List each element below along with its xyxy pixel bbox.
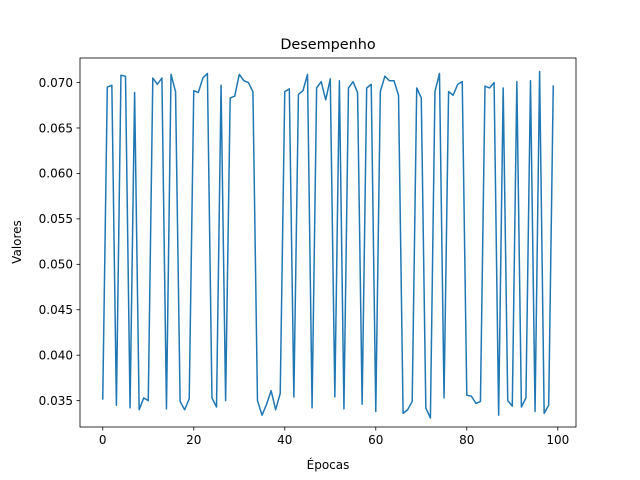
series-line-0 <box>101 70 555 419</box>
x-axis-label: Épocas <box>307 457 350 472</box>
y-tick-label: 0.050 <box>39 258 73 272</box>
y-tick-label: 0.055 <box>39 212 73 226</box>
y-tick-label: 0.060 <box>39 167 73 181</box>
x-tick-label: 0 <box>99 433 107 447</box>
y-tick-label: 0.040 <box>39 348 73 362</box>
y-tick-label: 0.070 <box>39 76 73 90</box>
axes-frame <box>79 57 577 428</box>
chart-title: Desempenho <box>280 37 376 53</box>
x-tick-label: 40 <box>277 433 292 447</box>
y-axis-ticks: 0.035 0.040 0.045 0.050 0.055 0.060 0.065 0.070 <box>39 76 80 408</box>
y-tick-label: 0.035 <box>39 394 73 408</box>
x-tick-label: 80 <box>459 433 474 447</box>
x-tick-label: 100 <box>546 433 569 447</box>
plot-layer <box>101 70 555 419</box>
x-axis-ticks: 0 20 40 60 80 100 <box>99 427 569 447</box>
x-tick-label: 60 <box>368 433 383 447</box>
y-tick-label: 0.045 <box>39 303 73 317</box>
y-axis-label: Valores <box>10 220 24 264</box>
x-tick-label: 20 <box>186 433 201 447</box>
y-tick-label: 0.065 <box>39 121 73 135</box>
